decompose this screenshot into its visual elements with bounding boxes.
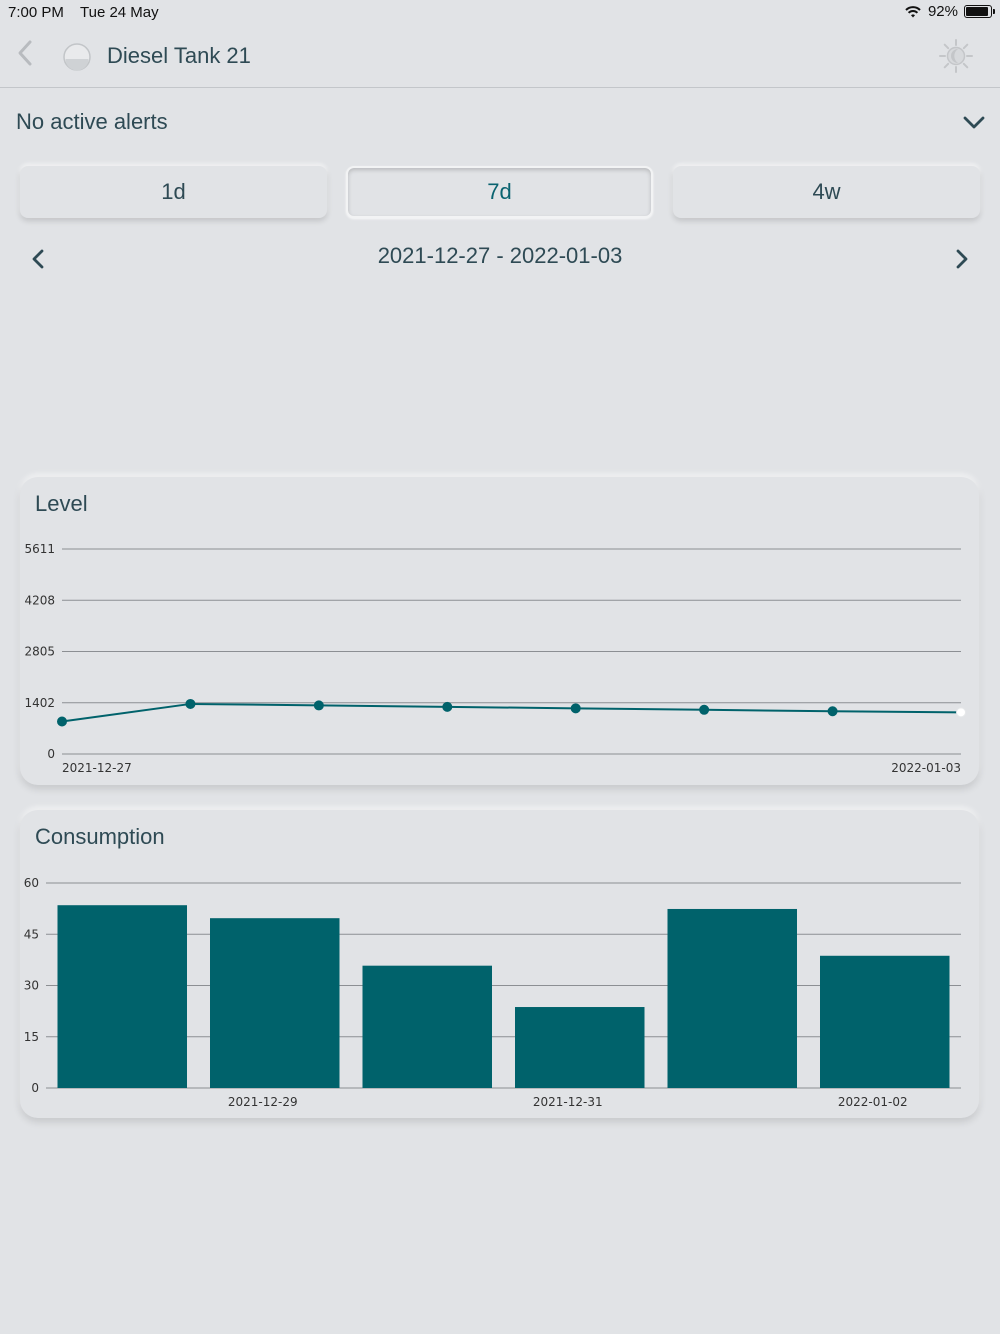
battery-percent: 92% bbox=[927, 3, 958, 20]
level-data-point bbox=[442, 701, 453, 712]
consumption-bar bbox=[515, 1007, 645, 1088]
y-tick-label: 4208 bbox=[24, 593, 55, 607]
x-tick-label: 2021-12-31 bbox=[533, 1095, 603, 1109]
chevron-left-icon[interactable] bbox=[26, 246, 50, 272]
chevron-left-icon[interactable] bbox=[12, 38, 40, 70]
sun-moon-icon[interactable] bbox=[938, 38, 974, 74]
status-date: Tue 24 May bbox=[80, 4, 159, 21]
battery-icon bbox=[964, 5, 995, 18]
consumption-bar bbox=[362, 965, 492, 1088]
date-range-label: 2021-12-27 - 2022-01-03 bbox=[377, 243, 623, 268]
page-title: Diesel Tank 21 bbox=[107, 43, 251, 68]
x-tick-label: 2021-12-27 bbox=[62, 761, 132, 775]
consumption-chart: 0 15 30 45 60 2021-12-29 2021-12-31 2022-01-02 bbox=[24, 876, 961, 1109]
level-chart-card: Level 0 1402 2805 4208 5611 2021-12-27 2022-01… bbox=[20, 477, 979, 785]
level-data-point bbox=[956, 707, 966, 718]
x-tick-label: 2022-01-02 bbox=[838, 1095, 908, 1109]
nav-bar: Diesel Tank 21 bbox=[0, 26, 1000, 88]
level-chart-title: Level bbox=[35, 491, 88, 516]
y-tick-label: 1402 bbox=[24, 696, 55, 710]
level-series-line bbox=[61, 702, 962, 723]
x-tick-label: 2021-12-29 bbox=[228, 1095, 298, 1109]
y-tick-label: 5611 bbox=[24, 542, 55, 556]
status-right: 92% bbox=[904, 3, 995, 20]
level-data-point bbox=[185, 698, 196, 709]
y-tick-label: 2805 bbox=[24, 645, 55, 659]
wifi-icon bbox=[905, 5, 921, 17]
tank-level-icon bbox=[63, 43, 91, 71]
y-tick-label: 60 bbox=[24, 876, 39, 890]
level-data-point bbox=[570, 703, 581, 714]
tab-4w[interactable]: 4w bbox=[673, 166, 980, 218]
level-data-point bbox=[313, 700, 324, 711]
y-tick-label: 0 bbox=[47, 747, 55, 761]
tab-7d[interactable]: 7d bbox=[346, 166, 653, 218]
consumption-chart-title: Consumption bbox=[35, 824, 165, 849]
chevron-right-icon[interactable] bbox=[950, 246, 974, 272]
alerts-text: No active alerts bbox=[16, 109, 168, 134]
y-tick-label: 30 bbox=[24, 979, 39, 993]
status-bar: 7:00 PM Tue 24 May 92% bbox=[0, 0, 1000, 26]
y-tick-label: 45 bbox=[24, 927, 39, 941]
x-tick-label: 2022-01-03 bbox=[891, 761, 961, 775]
consumption-bar bbox=[667, 908, 797, 1088]
date-range-row: 2021-12-27 - 2022-01-03 bbox=[0, 236, 1000, 280]
consumption-bar bbox=[57, 905, 187, 1088]
consumption-bar bbox=[820, 955, 950, 1088]
level-data-point bbox=[699, 704, 710, 715]
alerts-row[interactable]: No active alerts bbox=[0, 96, 1000, 148]
tab-1d[interactable]: 1d bbox=[20, 166, 327, 218]
chevron-down-icon[interactable] bbox=[962, 112, 986, 132]
battery-fill bbox=[966, 7, 989, 16]
level-data-point bbox=[827, 706, 838, 717]
status-time: 7:00 PM bbox=[8, 4, 64, 21]
y-tick-label: 0 bbox=[31, 1081, 39, 1095]
consumption-bar bbox=[210, 918, 340, 1088]
level-chart: 0 1402 2805 4208 5611 2021-12-27 2022-01-03 bbox=[24, 542, 966, 775]
consumption-chart-card: Consumption 0 15 30 45 60 2021-12-29 2021-12-3… bbox=[20, 810, 979, 1118]
level-data-point bbox=[57, 716, 67, 727]
y-tick-label: 15 bbox=[24, 1030, 39, 1044]
